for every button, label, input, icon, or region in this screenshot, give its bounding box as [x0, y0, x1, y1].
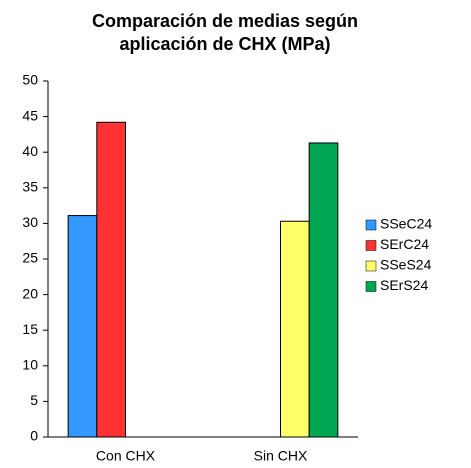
legend-label: SErC24 [380, 236, 429, 252]
x-tick-label: Con CHX [96, 448, 156, 464]
x-tick-label: Sin CHX [254, 448, 308, 464]
bar [67, 215, 98, 438]
y-tick-label: 15 [22, 321, 38, 337]
chart-title: aplicación de CHX (MPa) [119, 34, 330, 54]
chart-title: Comparación de medias según [92, 11, 358, 31]
y-tick-label: 35 [22, 179, 38, 195]
y-tick-label: 30 [22, 214, 38, 230]
y-tick-label: 45 [22, 107, 38, 123]
legend-label: SErS24 [380, 277, 428, 293]
legend-swatch [365, 281, 377, 292]
y-tick-label: 10 [22, 357, 38, 373]
y-tick-label: 20 [22, 285, 38, 301]
bar [280, 220, 310, 438]
legend-swatch [365, 260, 377, 272]
y-tick-label: 0 [30, 428, 38, 444]
y-tick-label: 40 [22, 143, 38, 159]
bar [308, 142, 339, 438]
legend-label: SSeC24 [380, 216, 432, 232]
legend-label: SSeS24 [380, 257, 432, 273]
y-tick-label: 50 [22, 72, 38, 88]
legend-swatch [365, 219, 377, 231]
bar [96, 121, 126, 438]
legend-swatch [365, 240, 377, 251]
y-tick-label: 25 [22, 250, 38, 266]
y-tick-label: 5 [30, 392, 38, 408]
